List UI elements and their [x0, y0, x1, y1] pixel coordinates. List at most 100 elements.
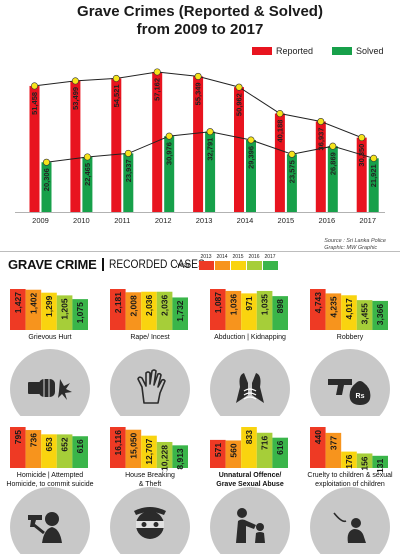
child-head [351, 518, 361, 528]
point-solved-2011 [124, 149, 132, 157]
rupee-mark: Rs [356, 393, 365, 400]
bar-reported-2013 [193, 76, 204, 212]
year-key-swatch-2016 [246, 261, 262, 270]
sleeve [28, 382, 40, 394]
value-label-2015: 653 [44, 437, 54, 451]
value-label-2016: 156 [360, 456, 370, 470]
bar-solved-2009 [41, 162, 52, 212]
rope [243, 388, 257, 400]
label-reported-2012: 57,162 [153, 78, 162, 101]
gun-to-head-icon [28, 512, 62, 543]
bar-2014 [225, 440, 242, 468]
bar-2016 [56, 434, 73, 468]
year-key-label-2017: 2017 [264, 254, 276, 260]
category-label-line: exploitation of children [315, 480, 385, 488]
year-key-2014: 2014 [214, 254, 230, 270]
label-solved-2010: 22,465 [83, 163, 92, 186]
category-label: House Breaking & Theft [100, 472, 200, 489]
point-reported-2011 [112, 74, 120, 82]
point-reported-2010 [71, 77, 79, 85]
bar-reported-2011 [111, 78, 122, 212]
category-label: Robbery [300, 334, 400, 343]
panel-chart-3: 1,087 1,036 971 1,035 898 [210, 289, 290, 416]
panel-chart-7: 571 560 833 716 616 [210, 427, 290, 554]
bar-reported-2014 [234, 87, 244, 212]
category-label-line: Homicide | Attempted [16, 472, 84, 479]
bar-2016 [256, 290, 273, 330]
value-label-2014: 4,235 [328, 296, 338, 318]
source-line: Source : Sri Lanka Police [324, 238, 386, 244]
value-label-2015: 2,036 [144, 294, 154, 316]
year-key-label-2016: 2016 [248, 254, 260, 260]
section-divider [0, 251, 400, 252]
category-label-line: & Theft [138, 480, 162, 488]
recorded-cases-subtitle: RECORDED CASES [108, 257, 205, 271]
arm [33, 523, 45, 535]
icon-circle [210, 487, 290, 554]
value-label-2013: 1,087 [213, 292, 223, 314]
panel-7: 571 560 833 716 616 Unnatural Offence/Grave S… [200, 416, 300, 554]
bound-hands-icon [236, 373, 264, 403]
right-eye [153, 522, 159, 527]
value-label-2016: 3,455 [360, 303, 370, 325]
bar-2016 [256, 432, 273, 468]
category-label-line: Robbery [336, 334, 364, 341]
label-solved-2013: 32,791 [206, 138, 215, 161]
category-label-line: House Breaking [125, 472, 175, 479]
bar-reported-2012 [152, 71, 163, 213]
source-note: Source : Sri Lanka Police Graphic: MW Gr… [324, 238, 386, 252]
label-reported-2016: 36,937 [316, 128, 325, 151]
value-label-2015: 4,017 [344, 298, 354, 320]
bar-reported-2009 [29, 85, 40, 212]
panel-chart-5: 795 736 653 652 616 [10, 427, 90, 554]
bar-2016 [356, 453, 373, 468]
knuckle-lines [43, 379, 50, 397]
label-reported-2010: 53,499 [71, 87, 80, 110]
child-body [255, 532, 265, 543]
left-hand [236, 373, 248, 403]
bar-2014 [325, 293, 342, 330]
value-label-2013: 571 [213, 443, 223, 457]
panel-chart-6: 16,116 15,050 12,707 10,228 8,913 [110, 427, 190, 554]
category-label-line: Unnatural Offence/ [218, 472, 282, 479]
value-label-2014: 2,008 [128, 295, 138, 317]
hand-outline [137, 369, 166, 404]
value-label-2016: 1,205 [60, 298, 70, 320]
value-label-2013: 1,427 [13, 292, 23, 314]
label-reported-2014: 50,962 [235, 93, 244, 116]
raised-hand-icon [137, 369, 166, 404]
bar-2014 [325, 432, 342, 468]
bar-2015 [341, 295, 357, 330]
panel-6: 16,116 15,050 12,707 10,228 8,913 House Break… [100, 416, 200, 554]
value-label-2017: 1,075 [75, 302, 85, 324]
legend-swatch-reported [252, 47, 272, 55]
x-tick-2015: 2015 [278, 216, 295, 225]
label-reported-2013: 55,349 [194, 82, 203, 105]
year-key-2015: 2015 [230, 254, 246, 270]
point-reported-2009 [30, 82, 38, 90]
bar-2013 [10, 289, 26, 330]
label-reported-2009: 51,458 [30, 92, 39, 115]
bar-solved-2017 [368, 158, 379, 212]
point-reported-2012 [153, 68, 161, 76]
point-solved-2009 [42, 158, 50, 166]
value-label-2013: 795 [13, 430, 23, 444]
value-label-2016: 2,036 [160, 294, 170, 316]
category-label-line: Homicide, to commit suicide [6, 480, 94, 488]
title-line-1: Grave Crimes (Reported & Solved) [77, 3, 323, 20]
value-label-2014: 377 [328, 436, 338, 450]
bar-2015 [141, 435, 157, 468]
label-solved-2012: 30,976 [165, 142, 174, 165]
value-label-2017: 3,366 [375, 304, 385, 326]
panel-8: 440 377 176 156 131 Cruelty to children & sex… [300, 416, 400, 554]
fist-punch-icon [28, 379, 72, 400]
bar-2015 [241, 427, 257, 468]
bar-solved-2016 [327, 146, 338, 212]
value-label-2015: 1,299 [44, 295, 54, 317]
label-reported-2015: 40,188 [275, 120, 284, 143]
year-key-swatch-2015 [230, 261, 246, 270]
gun-money-bag-icon: Rs [328, 379, 371, 405]
value-label-2016: 1,035 [260, 294, 270, 316]
x-tick-2009: 2009 [32, 216, 49, 225]
bar-solved-2011 [123, 153, 134, 212]
